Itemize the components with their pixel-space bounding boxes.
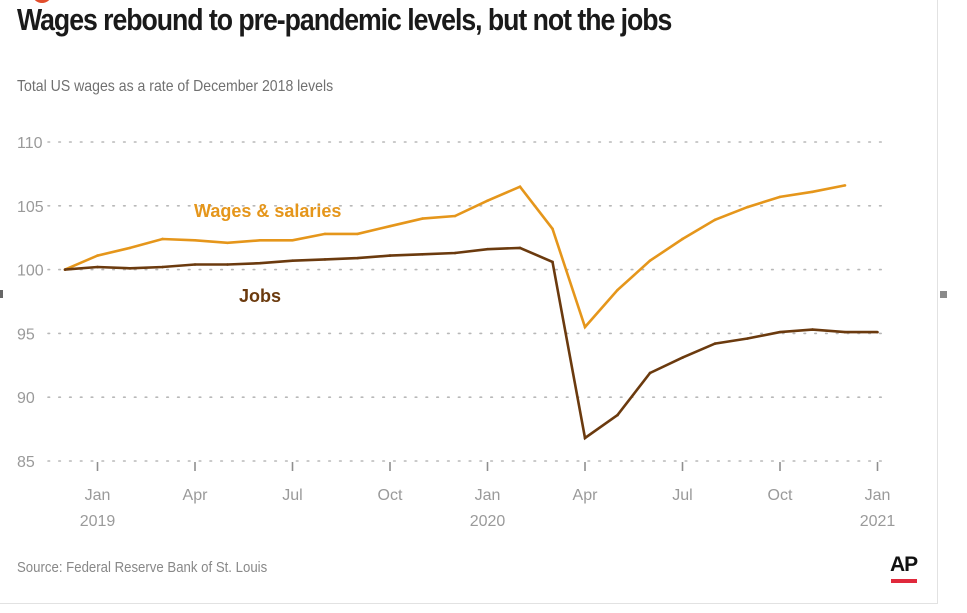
- data-point-wages: [128, 246, 132, 250]
- data-point-jobs: [356, 256, 359, 260]
- x-tick-label: Oct: [378, 487, 403, 504]
- x-tick-year-label: 2020: [470, 513, 506, 530]
- corner-badge: [32, 0, 52, 3]
- data-point-jobs: [291, 259, 294, 262]
- data-point-wages: [648, 259, 652, 262]
- data-point-jobs: [843, 330, 847, 334]
- ap-logo: AP: [890, 553, 918, 576]
- x-tick-label: Jan: [865, 487, 891, 504]
- y-tick-label: 85: [17, 454, 35, 471]
- data-point-jobs: [648, 371, 652, 375]
- data-point-wages: [583, 325, 587, 329]
- data-point-wages: [843, 184, 847, 187]
- data-point-wages: [258, 238, 262, 242]
- data-point-wages: [226, 241, 229, 245]
- series-line-jobs: [64, 246, 878, 441]
- x-tick-year-label: 2021: [860, 513, 896, 530]
- data-point-jobs: [518, 246, 522, 250]
- x-tick-label: Jan: [85, 487, 111, 504]
- data-point-wages: [421, 217, 424, 220]
- data-point-jobs: [811, 328, 814, 331]
- x-tick-label: Apr: [573, 487, 599, 504]
- chart-subtitle: Total US wages as a rate of December 201…: [17, 78, 334, 95]
- y-tick-label: 105: [17, 199, 44, 216]
- data-point-wages: [96, 254, 99, 257]
- data-point-jobs: [583, 436, 587, 440]
- series-label-wages: Wages & salaries: [194, 201, 341, 221]
- right-edge-marker: [940, 291, 947, 298]
- chart-title: Wages rebound to pre-pandemic levels, bu…: [17, 2, 672, 37]
- data-point-jobs: [681, 356, 684, 359]
- x-tick-label: Jul: [672, 487, 692, 504]
- data-point-wages: [746, 205, 749, 209]
- data-point-wages: [811, 190, 814, 194]
- data-point-jobs: [453, 251, 457, 255]
- data-point-wages: [388, 224, 392, 228]
- data-point-jobs: [128, 267, 132, 270]
- gridlines: 85 90 95 100 105 110: [17, 135, 886, 471]
- data-point-wages: [681, 237, 684, 241]
- series-line-wages: [64, 184, 846, 330]
- data-point-jobs: [96, 265, 99, 269]
- left-edge-marker: [0, 290, 3, 298]
- x-tick-label: Jan: [475, 487, 501, 504]
- data-point-jobs: [226, 263, 229, 266]
- axis-ticks: Jan 2019 Apr Jul Oct Jan 2020 Apr Jul Oct Jan 2021: [80, 462, 896, 530]
- data-point-jobs: [258, 261, 262, 265]
- ap-logo-underline: [891, 579, 917, 583]
- data-point-wages: [193, 238, 197, 242]
- data-point-wages: [323, 232, 327, 236]
- data-point-wages: [291, 238, 294, 242]
- data-point-wages: [161, 237, 164, 241]
- data-point-jobs: [388, 254, 392, 257]
- data-point-wages: [778, 195, 782, 199]
- x-tick-label: Jul: [282, 487, 302, 504]
- data-point-jobs: [323, 258, 327, 261]
- x-tick-year-label: 2019: [80, 513, 116, 530]
- data-point-jobs: [746, 337, 749, 340]
- data-point-jobs: [616, 413, 619, 417]
- data-point-jobs: [421, 252, 424, 256]
- data-point-jobs: [778, 330, 782, 334]
- source-note: Source: Federal Reserve Bank of St. Loui…: [17, 559, 268, 576]
- data-point-wages: [356, 232, 359, 236]
- data-point-jobs: [876, 330, 879, 334]
- data-point-wages: [453, 214, 457, 218]
- data-point-jobs: [193, 263, 197, 266]
- data-point-wages: [551, 227, 554, 231]
- x-tick-label: Apr: [183, 487, 209, 504]
- data-point-wages: [616, 288, 619, 292]
- y-tick-label: 100: [17, 263, 44, 280]
- data-point-wages: [713, 218, 717, 222]
- y-tick-label: 90: [17, 390, 35, 407]
- chart-frame: [0, 0, 938, 604]
- y-tick-label: 110: [17, 135, 43, 152]
- x-tick-label: Oct: [768, 487, 793, 504]
- data-point-jobs: [63, 268, 67, 271]
- y-tick-label: 95: [17, 326, 35, 343]
- data-point-jobs: [486, 247, 489, 251]
- data-point-wages: [486, 199, 489, 202]
- series-lines: [63, 184, 879, 441]
- data-point-jobs: [713, 342, 717, 345]
- series-label-jobs: Jobs: [239, 286, 281, 306]
- data-point-jobs: [551, 260, 554, 264]
- data-point-jobs: [161, 265, 164, 269]
- data-point-wages: [518, 185, 522, 188]
